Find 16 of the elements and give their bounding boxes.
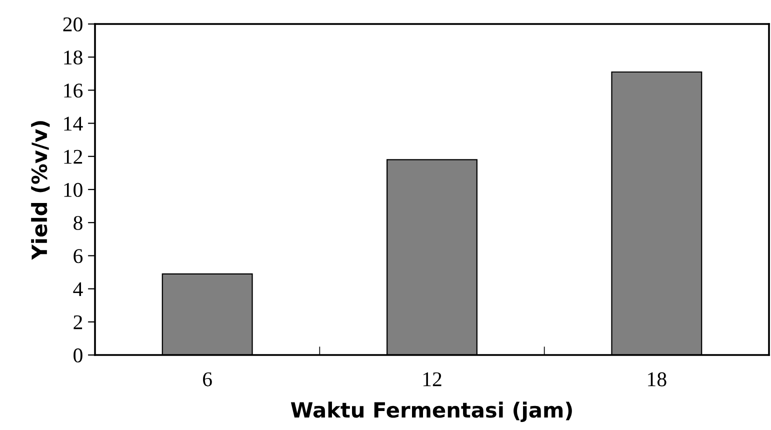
x-tick-label: 12 (423, 372, 442, 386)
y-tick-label: 16 (64, 84, 83, 98)
y-tick-label: 12 (64, 150, 82, 164)
y-tick-label: 2 (74, 315, 82, 330)
y-tick-label: 10 (64, 182, 82, 197)
y-tick-label: 0 (74, 348, 82, 362)
y-axis-title: Yield (%v/v) (31, 121, 50, 260)
x-axis-title: Waktu Fermentasi (jam) (290, 402, 572, 422)
y-tick-label: 6 (74, 249, 83, 264)
y-tick-label: 8 (74, 216, 82, 230)
y-tick-label: 4 (73, 282, 83, 296)
y-tick-label: 18 (64, 50, 82, 65)
y-tick-label: 20 (63, 17, 82, 32)
y-tick-label: 14 (64, 116, 83, 131)
x-tick-label: 18 (648, 372, 666, 386)
x-tick-label: 6 (203, 372, 212, 386)
